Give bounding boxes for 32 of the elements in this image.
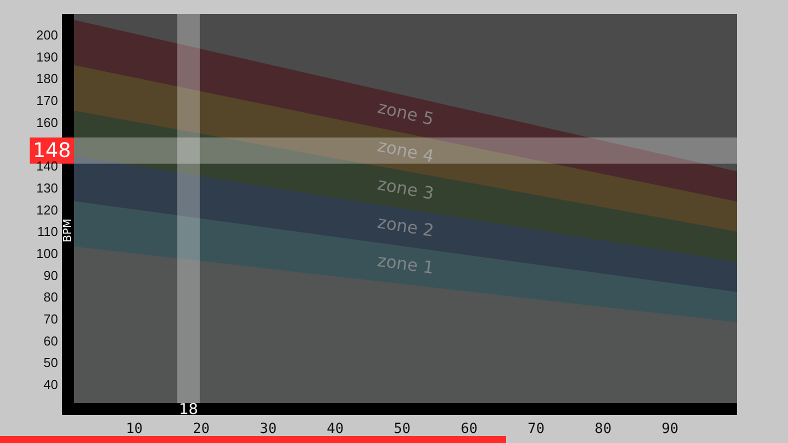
y-tick-label: 90: [44, 268, 58, 283]
y-tick-label: 180: [36, 71, 58, 86]
y-tick-label: 190: [36, 49, 58, 64]
series-label: zone 1: [376, 251, 436, 279]
series-label: zone 5: [376, 98, 436, 130]
y-tick-label: 60: [44, 333, 58, 348]
band-label: 18: [178, 400, 198, 418]
y-tick-label: 160: [36, 114, 58, 130]
y-tick-label: 200: [36, 27, 58, 42]
x-tick-label: 90: [662, 421, 678, 438]
y-tick-label: 50: [44, 355, 58, 370]
y-tick-label: 130: [36, 180, 58, 196]
y-tick-label: 40: [44, 377, 58, 392]
y-tick-label: 80: [44, 290, 58, 305]
y-axis-title: BPM: [60, 218, 74, 242]
series-label: zone 4: [376, 136, 436, 168]
series-label: zone 2: [376, 212, 436, 242]
x-tick-label: 60: [460, 421, 478, 438]
x-tick-label: 30: [260, 421, 277, 438]
y-tick-label: 170: [36, 92, 58, 108]
y-tick-label: 100: [36, 246, 58, 261]
x-tick-label: 80: [594, 421, 612, 438]
y-tick-label: 110: [37, 224, 58, 240]
x-tick-label: 70: [528, 421, 545, 438]
series-label: zone 3: [376, 174, 436, 204]
band-label: 148: [32, 138, 72, 162]
x-tick-label: 20: [192, 421, 210, 438]
x-tick-label: 40: [326, 421, 344, 438]
x-tick-label: 10: [126, 421, 143, 438]
y-tick-label: 70: [44, 312, 58, 327]
x-tick-label: 50: [394, 421, 411, 438]
y-tick-label: 120: [36, 202, 58, 218]
